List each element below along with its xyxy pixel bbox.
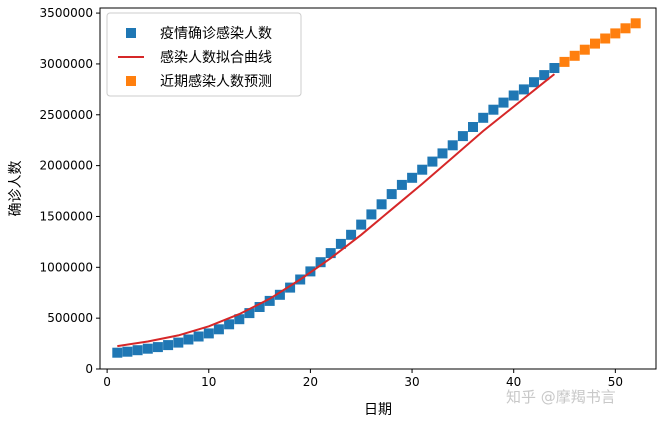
- point-series0-12: [234, 314, 245, 325]
- point-series0-4: [152, 342, 163, 353]
- point-series0-42: [539, 70, 550, 81]
- point-series0-6: [173, 337, 184, 348]
- y-tick-label-5: 2500000: [40, 108, 93, 122]
- x-tick-label-4: 40: [506, 375, 521, 389]
- x-tick-label-0: 0: [103, 375, 111, 389]
- point-series0-28: [396, 179, 407, 190]
- point-series0-34: [457, 131, 468, 142]
- y-tick-label-1: 500000: [47, 311, 93, 325]
- y-tick-label-2: 1000000: [40, 260, 93, 274]
- series-line-1: [117, 73, 556, 348]
- point-series0-3: [142, 343, 153, 354]
- plot-frame: [99, 7, 657, 370]
- x-tick-label-2: 20: [303, 375, 318, 389]
- x-axis-label: 日期: [364, 402, 392, 418]
- point-series0-35: [468, 122, 478, 132]
- x-tick-label-5: 50: [608, 375, 623, 389]
- point-series0-13: [244, 308, 255, 319]
- point-series0-26: [376, 199, 387, 210]
- legend-swatch-2: [126, 76, 136, 86]
- point-series0-36: [478, 112, 489, 123]
- point-series0-43: [549, 63, 560, 73]
- y-tick-label-6: 3000000: [40, 57, 93, 71]
- point-series0-32: [437, 148, 448, 159]
- point-series0-33: [447, 140, 458, 151]
- point-series0-7: [183, 334, 194, 345]
- point-series0-8: [193, 331, 204, 342]
- point-series0-10: [213, 324, 224, 335]
- point-series0-9: [203, 328, 214, 339]
- point-series0-2: [132, 345, 143, 356]
- point-series2-0: [559, 56, 570, 67]
- y-axis-label: 确诊人数: [8, 161, 24, 217]
- legend-box: [106, 12, 302, 97]
- point-series0-31: [427, 156, 438, 167]
- point-series0-22: [335, 238, 346, 249]
- point-series0-21: [325, 248, 336, 259]
- y-tick-label-0: 0: [85, 362, 93, 376]
- point-series0-23: [346, 229, 357, 240]
- y-tick-label-7: 3500000: [40, 6, 93, 20]
- point-series0-38: [498, 97, 509, 108]
- point-series2-1: [569, 50, 580, 61]
- point-series0-29: [407, 172, 418, 183]
- point-series0-14: [254, 302, 265, 312]
- plot-marks: [112, 18, 641, 358]
- point-series2-6: [620, 23, 631, 34]
- point-series0-16: [274, 289, 285, 300]
- point-series0-15: [264, 295, 275, 306]
- watermark: 知乎 @摩羯书言: [506, 388, 616, 406]
- point-series0-24: [356, 219, 367, 230]
- point-series0-11: [224, 319, 235, 330]
- point-series0-17: [285, 282, 296, 293]
- point-series2-5: [610, 28, 621, 39]
- axes: 0 10 20 30 40 50 0 500000 1000000 1500000 2000000 2…: [8, 6, 657, 418]
- point-series0-39: [508, 90, 519, 101]
- point-series0-37: [488, 104, 499, 115]
- point-series2-7: [630, 18, 641, 29]
- legend-label-2: 近期感染人数预测: [160, 73, 272, 90]
- point-series0-27: [386, 189, 397, 200]
- x-tick-label-3: 30: [404, 375, 419, 389]
- point-series0-20: [315, 257, 326, 268]
- legend-label-0: 疫情确诊感染人数: [160, 25, 272, 42]
- legend-label-1: 感染人数拟合曲线: [160, 49, 272, 66]
- point-series0-40: [518, 84, 529, 95]
- point-series0-0: [112, 347, 123, 358]
- point-series0-5: [163, 340, 174, 351]
- legend-swatch-0: [126, 28, 136, 38]
- y-tick-label-3: 1500000: [40, 209, 93, 223]
- point-series2-2: [579, 44, 590, 55]
- point-series2-4: [600, 33, 611, 44]
- point-series0-30: [417, 164, 428, 175]
- point-series0-25: [366, 209, 377, 220]
- x-tick-label-1: 10: [201, 375, 216, 389]
- point-series0-1: [122, 346, 133, 357]
- point-series0-41: [529, 77, 539, 88]
- point-series2-3: [590, 38, 600, 49]
- y-tick-label-4: 2000000: [40, 159, 93, 173]
